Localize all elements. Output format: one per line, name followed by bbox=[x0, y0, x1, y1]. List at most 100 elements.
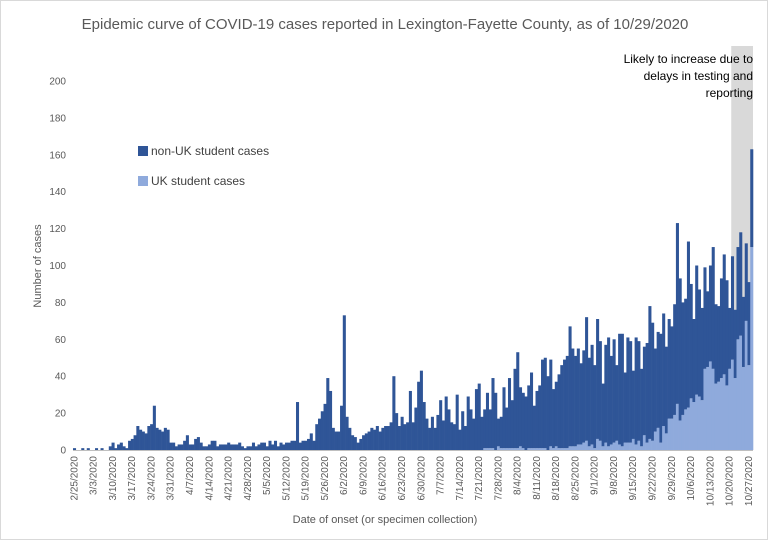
bar-uk-student bbox=[612, 442, 616, 450]
bar-non-uk-student bbox=[279, 442, 283, 450]
bar-non-uk-student bbox=[417, 381, 421, 450]
bar-uk-student bbox=[717, 381, 721, 450]
bar-non-uk-student bbox=[152, 405, 156, 450]
x-tick-label: 8/18/2020 bbox=[551, 456, 562, 501]
bar-non-uk-student bbox=[552, 389, 556, 449]
bar-non-uk-student bbox=[640, 368, 644, 447]
bar-non-uk-student bbox=[260, 442, 264, 450]
bar-uk-student bbox=[684, 409, 688, 450]
y-tick-label: 200 bbox=[49, 77, 66, 88]
bar-uk-student bbox=[711, 368, 715, 450]
bar-uk-student bbox=[662, 426, 666, 450]
bar-non-uk-student bbox=[695, 265, 699, 395]
bar-non-uk-student bbox=[139, 429, 143, 450]
bar-uk-student bbox=[552, 448, 556, 450]
bar-non-uk-student bbox=[673, 304, 677, 415]
bar-non-uk-student bbox=[194, 438, 198, 450]
bar-non-uk-student bbox=[510, 400, 514, 449]
bar-non-uk-student bbox=[684, 298, 688, 410]
bar-uk-student bbox=[689, 398, 693, 450]
bar-non-uk-student bbox=[527, 385, 531, 449]
bar-uk-student bbox=[549, 446, 553, 450]
bar-non-uk-student bbox=[262, 442, 267, 450]
annotation-line: delays in testing and bbox=[644, 69, 753, 83]
y-tick-label: 0 bbox=[60, 446, 66, 457]
y-tick-label: 60 bbox=[55, 335, 67, 346]
bar-non-uk-student bbox=[653, 348, 657, 432]
x-tick-label: 4/21/2020 bbox=[224, 456, 235, 501]
bar-non-uk-student bbox=[730, 256, 735, 360]
bar-uk-student bbox=[634, 444, 638, 450]
bar-non-uk-student bbox=[392, 376, 396, 450]
bar-non-uk-student bbox=[395, 413, 399, 450]
bar-non-uk-student bbox=[466, 396, 470, 450]
bar-non-uk-student bbox=[469, 409, 473, 450]
bar-non-uk-student bbox=[452, 424, 456, 450]
bar-non-uk-student bbox=[686, 241, 690, 408]
x-tick-label: 9/29/2020 bbox=[667, 456, 678, 501]
bar-non-uk-student bbox=[656, 331, 660, 428]
bar-non-uk-student bbox=[491, 378, 495, 449]
bar-non-uk-student bbox=[276, 446, 280, 450]
y-axis-label: Number of cases bbox=[32, 224, 44, 308]
x-tick-label: 10/20/2020 bbox=[725, 456, 736, 506]
x-tick-label: 4/28/2020 bbox=[243, 456, 254, 501]
legend-non-uk-label: non-UK student cases bbox=[151, 144, 269, 158]
y-tick-label: 140 bbox=[49, 187, 66, 198]
bar-uk-student bbox=[488, 448, 492, 450]
x-tick-label: 10/13/2020 bbox=[705, 456, 716, 506]
x-tick-label: 6/23/2020 bbox=[397, 456, 408, 501]
bar-non-uk-student bbox=[320, 411, 324, 450]
bar-non-uk-student bbox=[582, 350, 586, 443]
bar-non-uk-student bbox=[596, 319, 600, 439]
bar-non-uk-student bbox=[739, 232, 743, 336]
bar-uk-student bbox=[513, 448, 517, 450]
bar-non-uk-student bbox=[441, 420, 445, 450]
x-tick-label: 8/25/2020 bbox=[570, 456, 581, 501]
bar-non-uk-student bbox=[251, 442, 256, 450]
bar-non-uk-student bbox=[565, 355, 569, 449]
bar-non-uk-student bbox=[450, 422, 454, 450]
legend-uk-label: UK student cases bbox=[151, 174, 245, 188]
bar-non-uk-student bbox=[593, 365, 597, 449]
x-tick-label: 8/4/2020 bbox=[513, 456, 524, 495]
bar-uk-student bbox=[601, 446, 605, 450]
bar-non-uk-student bbox=[463, 426, 467, 450]
bar-uk-student bbox=[607, 446, 611, 450]
bar-non-uk-student bbox=[747, 282, 751, 366]
bar-uk-student bbox=[700, 400, 704, 450]
bar-non-uk-student bbox=[232, 444, 236, 450]
bar-non-uk-student bbox=[502, 387, 506, 449]
y-axis-ticks: 0 20 40 60 80 100 120 140 160 180 200 bbox=[49, 77, 66, 457]
bar-non-uk-student bbox=[136, 426, 140, 450]
bar-non-uk-student bbox=[249, 446, 253, 450]
bar-non-uk-student bbox=[598, 341, 602, 441]
bar-non-uk-student bbox=[585, 317, 589, 441]
bar-non-uk-student bbox=[114, 448, 118, 450]
bar-uk-student bbox=[722, 374, 726, 450]
bar-uk-student bbox=[596, 438, 600, 450]
bar-non-uk-student bbox=[631, 370, 635, 439]
x-tick-label: 4/14/2020 bbox=[204, 456, 215, 501]
bar-non-uk-student bbox=[662, 313, 666, 427]
x-axis-label: Date of onset (or specimen collection) bbox=[293, 514, 478, 526]
bar-uk-student bbox=[590, 444, 594, 450]
bar-non-uk-student bbox=[378, 431, 382, 450]
bar-non-uk-student bbox=[298, 442, 302, 450]
bar-non-uk-student bbox=[117, 444, 121, 450]
bar-non-uk-student bbox=[736, 247, 740, 340]
bar-non-uk-student bbox=[141, 431, 145, 450]
bar-non-uk-student bbox=[202, 446, 206, 450]
bar-non-uk-student bbox=[188, 444, 192, 450]
x-tick-label: 3/10/2020 bbox=[108, 456, 119, 501]
bar-non-uk-student bbox=[384, 426, 388, 450]
bar-non-uk-student bbox=[307, 438, 311, 450]
bar-non-uk-student bbox=[257, 444, 261, 450]
x-tick-label: 9/15/2020 bbox=[628, 456, 639, 501]
bar-non-uk-student bbox=[100, 448, 104, 450]
bar-non-uk-student bbox=[329, 390, 333, 450]
bar-non-uk-student bbox=[408, 390, 412, 450]
bar-non-uk-student bbox=[246, 446, 250, 450]
delay-annotation: Likely to increase due to delays in testi… bbox=[624, 52, 754, 100]
bar-non-uk-student bbox=[73, 448, 77, 450]
